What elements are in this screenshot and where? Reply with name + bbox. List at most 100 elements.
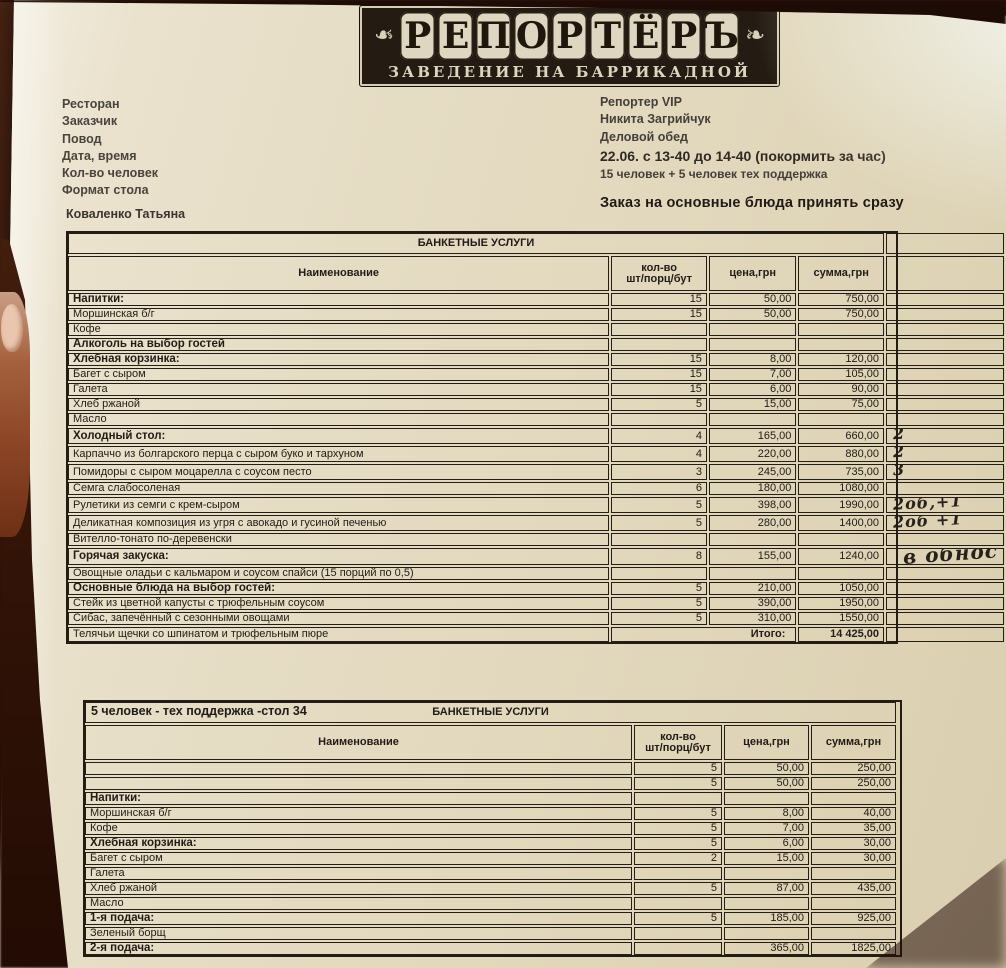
qty-cell: 8 [611,548,707,565]
logo-letter: Р [552,12,588,60]
price-cell: 50,00 [724,777,809,790]
info-label: Дата, время [62,148,137,163]
column-header-price: цена,грн [724,725,809,760]
logo-letter: О [514,12,550,60]
item-label: Багет с сыром [85,852,632,865]
price-cell: 155,00 [708,548,797,565]
info-value: 15 человек + 5 человек тех поддержка [600,166,828,181]
note-cell [886,567,1004,580]
note-cell [886,482,1004,495]
price-cell: 6,00 [708,383,797,396]
item-label: Кофе [85,822,632,835]
item-label: Напитки: [68,293,610,306]
logo-letter: Р [666,12,702,60]
handwritten-note: 2об,+1 [892,497,963,513]
price-cell: 390,00 [708,597,797,610]
price-cell: 50,00 [708,308,797,321]
price-cell [708,323,797,336]
sum-cell: 435,00 [811,882,896,895]
column-header-sum: сумма,грн [798,256,885,291]
finger [0,292,30,537]
price-cell: 7,00 [724,822,809,835]
item-label: Масло [68,413,610,426]
sum-cell: 30,00 [811,852,896,865]
logo-letter: Ё [628,12,664,60]
handwritten-note: 3 [892,464,906,480]
price-cell: 87,00 [724,882,809,895]
logo-letter: Р [400,12,436,60]
sum-cell: 30,00 [811,837,896,850]
price-cell [708,533,797,546]
table-row: Багет с сыром 15 7,00 105,00 [68,368,1004,381]
table-row: Вителло-тонато по-деревенски [68,533,1004,546]
item-label: 1-я подача: [85,912,632,925]
sum-cell [811,792,896,805]
logo-ornament-left-icon: ❧ [374,22,395,49]
qty-cell: 15 [611,368,707,381]
banquet-table-support: БАНКЕТНЫЕ УСЛУГИ 5 человек - тех поддержк… [83,700,898,957]
price-cell: 280,00 [708,515,797,531]
table-row: Алкоголь на выбор гостей [68,338,1004,351]
table-row: 5 50,00 250,00 [85,777,896,790]
table-caption: БАНКЕТНЫЕ УСЛУГИ 5 человек - тех поддержк… [85,702,896,723]
price-cell: 398,00 [708,497,797,513]
note-cell [886,398,1004,411]
qty-cell: 5 [611,612,707,625]
sum-cell [798,323,885,336]
table-row: Хлебная корзинка: 15 8,00 120,00 [68,352,1004,366]
price-cell: 165,00 [708,428,797,444]
sum-cell: 880,00 [798,446,885,462]
table-row: Хлеб ржаной 5 15,00 75,00 [68,398,1004,411]
sum-cell: 90,00 [798,383,885,396]
price-cell: 15,00 [708,398,797,411]
info-value: 22.06. с 13-40 до 14-40 (покормить за ча… [600,147,886,164]
price-cell: 210,00 [708,582,797,595]
price-cell [708,567,797,580]
table-row: Хлебная корзинка: 5 6,00 30,00 [85,837,896,850]
item-label: Зеленый борщ [85,927,632,940]
qty-cell: 5 [634,837,722,850]
item-label: Основные блюда на выбор гостей: [68,582,610,595]
note-cell [886,627,1004,642]
price-cell: 245,00 [708,464,797,480]
table-row: Галета 15 6,00 90,00 [68,383,1004,396]
sum-cell: 1990,00 [798,497,885,513]
item-label: Холодный стол: [68,428,610,444]
table-row: Семга слабосоленая 6 180,00 1080,00 [68,482,1004,495]
item-label: Моршинская б/г [68,308,610,321]
qty-cell: 5 [634,882,722,895]
price-cell: 8,00 [724,807,809,820]
qty-cell: 5 [634,807,722,820]
table-row: Масло [68,413,1004,426]
qty-cell: 15 [611,308,707,321]
info-label: Повод [62,131,102,146]
item-label: Сибас, запечённый с сезонными овощами [68,612,610,625]
item-label: Семга слабосоленая [68,482,610,495]
item-label: Овощные оладьи с кальмаром и соусом спай… [68,567,610,580]
info-label: Кол-во человек [62,166,159,181]
qty-cell: 5 [611,582,707,595]
sum-cell: 1950,00 [798,597,885,610]
qty-cell: 3 [611,464,707,480]
sum-cell: 1825,00 [811,942,896,955]
table-caption-text: БАНКЕТНЫЕ УСЛУГИ [417,237,535,249]
sum-cell: 660,00 [798,428,885,444]
table-row: Кофе [68,322,1004,336]
qty-cell [611,567,707,580]
table-row: Стейк из цветной капусты с трюфельным со… [68,597,1004,610]
price-cell: 50,00 [708,293,797,306]
note-cell: 2об,+1 [886,497,1004,513]
note-cell [886,338,1004,351]
price-cell: 7,00 [708,368,797,381]
info-label: Формат стола [62,183,149,198]
item-label: Деликатная композиция из угря с авокадо … [68,515,610,531]
qty-cell [634,897,722,910]
sum-cell: 250,00 [811,777,896,790]
sum-cell: 750,00 [798,293,885,306]
sum-cell: 250,00 [811,762,896,775]
price-cell [724,897,809,910]
fingernail [1,304,23,352]
qty-cell [611,533,707,546]
